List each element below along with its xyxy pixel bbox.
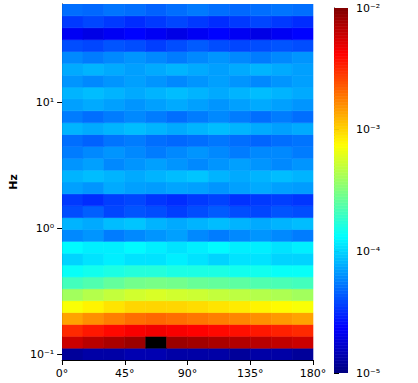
svg-text:Hz: Hz	[7, 174, 20, 190]
svg-text:135°: 135°	[237, 367, 264, 380]
svg-text:180°: 180°	[300, 367, 327, 380]
svg-text:10⁰: 10⁰	[36, 222, 55, 235]
svg-text:10⁻⁴: 10⁻⁴	[356, 245, 381, 258]
svg-text:90°: 90°	[178, 367, 198, 380]
svg-text:10⁻²: 10⁻²	[356, 2, 380, 15]
svg-text:45°: 45°	[115, 367, 135, 380]
svg-text:10⁻³: 10⁻³	[356, 123, 380, 136]
svg-text:0°: 0°	[56, 367, 69, 380]
svg-text:10¹: 10¹	[36, 96, 54, 109]
svg-text:10⁻⁵: 10⁻⁵	[356, 367, 380, 380]
svg-text:10⁻¹: 10⁻¹	[30, 348, 54, 361]
